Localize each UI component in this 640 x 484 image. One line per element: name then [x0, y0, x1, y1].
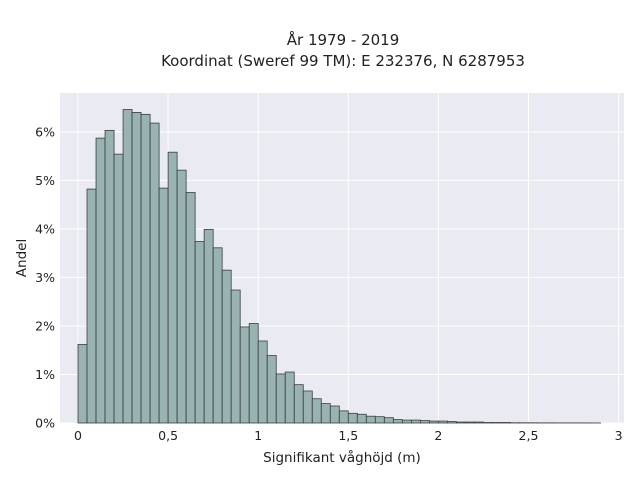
y-axis-ticks: 0% 1% 2% 3% 4% 5% 6%: [35, 124, 55, 430]
histogram-bar: [96, 138, 105, 423]
histogram-bar: [204, 229, 213, 423]
histogram-bar: [222, 270, 231, 423]
histogram-bar: [231, 290, 240, 423]
histogram-bar: [438, 421, 447, 423]
histogram-bar: [456, 422, 465, 423]
chart-title-line-1: År 1979 - 2019: [287, 30, 400, 49]
histogram-bar: [249, 324, 258, 423]
histogram-bar: [78, 344, 87, 423]
x-tick-label: 0,5: [158, 428, 178, 443]
histogram-bar: [213, 248, 222, 423]
x-axis-ticks: 0 0,5 1 1,5 2 2,5 3: [74, 428, 623, 443]
histogram-bar: [132, 112, 141, 423]
histogram-bar: [474, 422, 483, 423]
histogram-bar: [150, 123, 159, 423]
histogram-bar: [357, 414, 366, 423]
histogram-bar: [321, 404, 330, 423]
histogram-bar: [258, 341, 267, 423]
histogram-bar: [330, 406, 339, 423]
y-tick-label: 3%: [35, 270, 55, 285]
y-tick-label: 5%: [35, 173, 55, 188]
histogram-bar: [87, 189, 96, 423]
histogram-bar: [447, 422, 456, 423]
histogram-bar: [366, 416, 375, 423]
histogram-bar: [312, 399, 321, 423]
histogram-bar: [384, 418, 393, 423]
histogram-bar: [465, 422, 474, 423]
histogram-bar: [393, 420, 402, 423]
histogram-bar: [285, 372, 294, 423]
y-tick-label: 4%: [35, 221, 55, 236]
histogram-bar: [429, 421, 438, 423]
histogram-bar: [348, 413, 357, 423]
histogram-bar: [402, 420, 411, 423]
y-tick-label: 1%: [35, 367, 55, 382]
chart-title-line-2: Koordinat (Sweref 99 TM): E 232376, N 62…: [161, 52, 525, 70]
histogram-bar: [186, 192, 195, 423]
histogram-bar: [177, 170, 186, 423]
histogram-bar: [276, 374, 285, 423]
histogram-bar: [159, 188, 168, 423]
x-tick-label: 1: [254, 428, 262, 443]
y-tick-label: 0%: [35, 416, 55, 431]
histogram-bar: [141, 114, 150, 423]
histogram-bar: [168, 152, 177, 423]
histogram-bar: [267, 356, 276, 423]
x-tick-label: 2,5: [519, 428, 539, 443]
histogram-bar: [303, 391, 312, 423]
x-tick-label: 0: [74, 428, 82, 443]
x-tick-label: 3: [615, 428, 623, 443]
histogram-bar: [339, 411, 348, 423]
x-tick-label: 2: [434, 428, 442, 443]
histogram-bar: [294, 385, 303, 423]
histogram-bar: [411, 420, 420, 423]
x-tick-label: 1,5: [338, 428, 358, 443]
histogram-bar: [123, 110, 132, 424]
y-tick-label: 6%: [35, 124, 55, 139]
histogram-bar: [195, 242, 204, 424]
y-axis-label: Andel: [14, 239, 30, 277]
histogram-bar: [114, 154, 123, 423]
histogram-bar: [240, 327, 249, 423]
histogram-bar: [105, 130, 114, 423]
y-tick-label: 2%: [35, 318, 55, 333]
histogram-bar: [375, 417, 384, 423]
histogram-bar: [420, 421, 429, 423]
x-axis-label: Signifikant våghöjd (m): [263, 449, 421, 466]
